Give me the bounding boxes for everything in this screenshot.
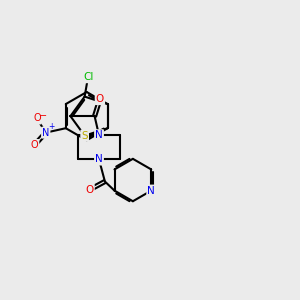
Text: N: N	[42, 128, 50, 138]
Text: Cl: Cl	[84, 72, 94, 82]
Text: O: O	[96, 94, 104, 104]
Text: N: N	[95, 154, 103, 164]
Text: −: −	[39, 110, 47, 121]
Text: N: N	[147, 186, 155, 196]
Text: +: +	[49, 122, 55, 131]
Text: O: O	[85, 185, 94, 195]
Text: O: O	[31, 140, 38, 150]
Text: S: S	[81, 131, 88, 141]
Text: O: O	[33, 113, 41, 124]
Text: N: N	[95, 130, 103, 140]
